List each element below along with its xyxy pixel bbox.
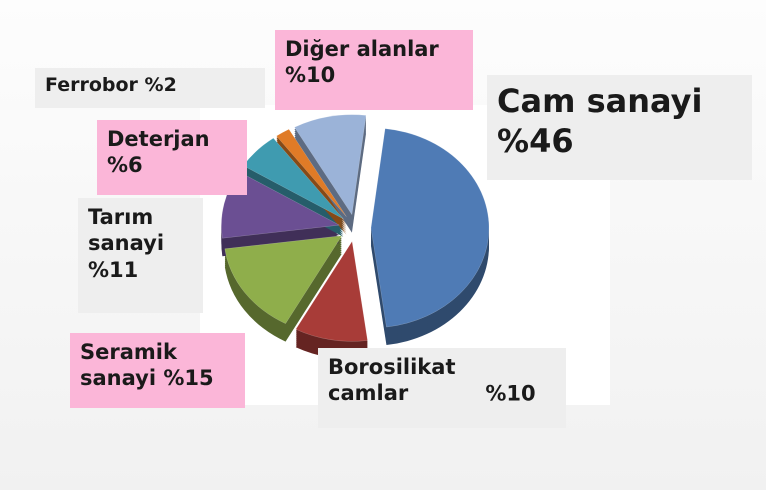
category-label: Deterjan — [107, 127, 210, 151]
slice — [276, 128, 347, 217]
slice — [295, 240, 368, 342]
category-label: Borosilikat camlar — [328, 355, 456, 406]
category-label: Seramik sanayi — [80, 340, 177, 391]
slice-label: Seramik sanayi %15 — [70, 333, 245, 408]
value-label: %46 — [497, 122, 574, 160]
value-label: %10 — [285, 63, 336, 88]
value-label: %11 — [88, 257, 139, 282]
slice-label: Diğer alanlar %10 — [275, 30, 473, 110]
category-label: Cam sanayi — [497, 82, 703, 120]
value-label: %2 — [144, 74, 177, 96]
slice-label: Cam sanayi %46 — [487, 75, 752, 180]
slice — [294, 114, 367, 216]
slice-label: Tarım sanayi %11 — [78, 198, 203, 313]
value-label: %10 — [485, 381, 536, 406]
slice-label: Borosilikat camlar %10 — [318, 348, 566, 428]
category-label: Tarım sanayi — [88, 205, 165, 256]
slice-label: Ferrobor %2 — [35, 68, 265, 108]
slice — [370, 128, 490, 328]
slice-label: Deterjan %6 — [97, 120, 247, 195]
slice — [224, 235, 343, 324]
value-label: %15 — [163, 366, 214, 391]
category-label: Diğer alanlar — [285, 37, 439, 61]
value-label: %6 — [107, 153, 143, 178]
category-label: Ferrobor — [45, 74, 138, 96]
